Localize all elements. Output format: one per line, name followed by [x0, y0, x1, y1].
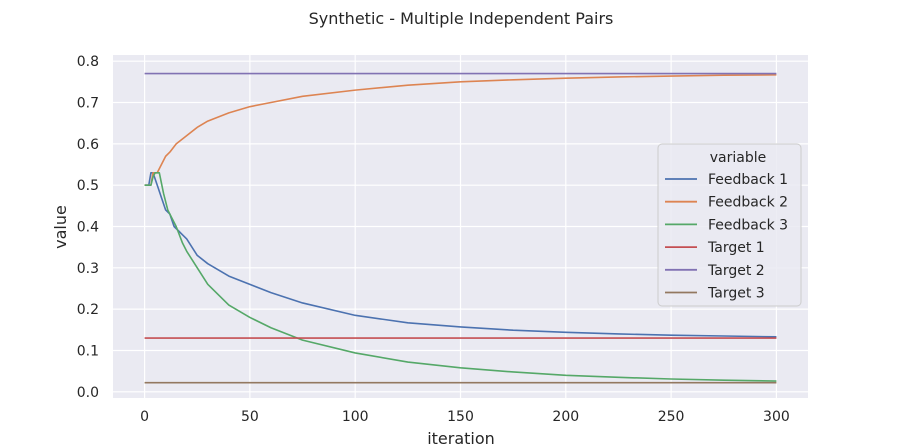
x-tick-labels: 0 50 100 150 200 250 300	[140, 409, 790, 425]
x-tick-label: 250	[658, 409, 685, 425]
legend: variable Feedback 1 Feedback 2 Feedback 3 T…	[657, 143, 802, 307]
y-axis-label: value	[51, 205, 70, 249]
x-tick-label: 0	[140, 409, 149, 425]
y-tick-label: 0.8	[77, 54, 99, 70]
y-tick-label: 0.5	[77, 178, 99, 194]
y-tick-label: 0.0	[77, 385, 99, 401]
x-tick-label: 100	[342, 409, 369, 425]
legend-label: Target 2	[707, 263, 765, 279]
y-tick-label: 0.3	[77, 261, 99, 277]
legend-items: Feedback 1 Feedback 2 Feedback 3 Target 1 Ta…	[665, 172, 788, 302]
legend-label: Feedback 1	[708, 172, 788, 188]
y-tick-labels: 0.0 0.1 0.2 0.3 0.4 0.5 0.6 0.7 0.8	[77, 54, 99, 401]
x-axis-label: iteration	[427, 429, 495, 446]
series-line-feedback-1	[144, 171, 777, 338]
y-tick-label: 0.2	[77, 302, 99, 318]
x-tick-label: 200	[552, 409, 579, 425]
legend-label: Feedback 2	[708, 195, 788, 211]
legend-title: variable	[710, 150, 766, 166]
legend-label: Target 3	[707, 286, 765, 302]
x-tick-label: 300	[763, 409, 790, 425]
chart-title: Synthetic - Multiple Independent Pairs	[309, 9, 614, 28]
series-lines	[144, 72, 777, 384]
legend-box	[657, 143, 802, 307]
legend-label: Feedback 3	[708, 217, 788, 233]
y-tick-label: 0.4	[77, 220, 99, 236]
x-tick-label: 150	[447, 409, 474, 425]
legend-label: Target 1	[707, 240, 765, 256]
series-line-feedback-3	[144, 171, 777, 382]
x-tick-label: 50	[241, 409, 259, 425]
y-tick-label: 0.7	[77, 96, 99, 112]
y-tick-label: 0.6	[77, 137, 99, 153]
y-tick-label: 0.1	[77, 343, 99, 359]
